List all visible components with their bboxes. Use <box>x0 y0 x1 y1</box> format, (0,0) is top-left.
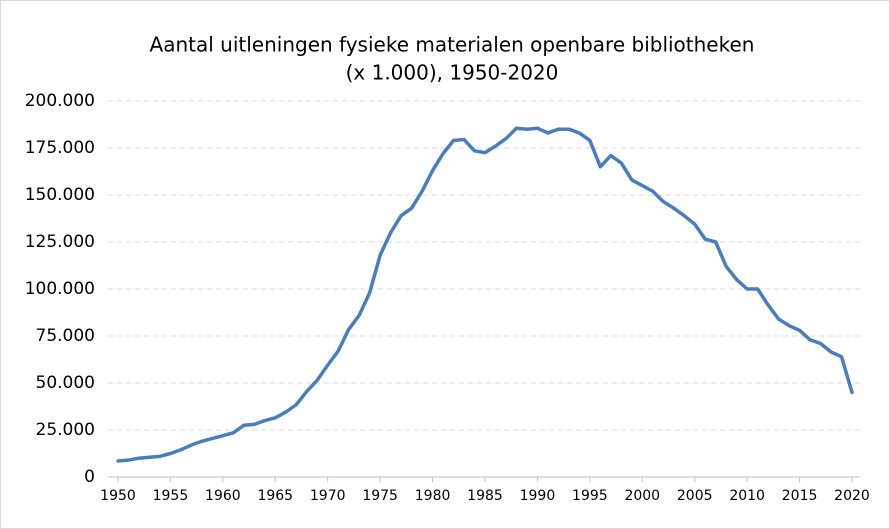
x-tick-label: 1995 <box>572 488 608 504</box>
y-tick-label: 200.000 <box>25 91 95 111</box>
x-tick-label: 2020 <box>834 488 870 504</box>
y-tick-label: 75.000 <box>36 326 95 346</box>
y-tick-label: 25.000 <box>36 420 95 440</box>
x-tick-label: 1990 <box>520 488 556 504</box>
x-tick-label: 2000 <box>624 488 660 504</box>
y-tick-label: 50.000 <box>36 373 95 393</box>
x-tick-label: 2010 <box>729 488 765 504</box>
y-tick-label: 0 <box>84 467 95 487</box>
y-tick-label: 150.000 <box>25 185 95 205</box>
x-tick-label: 1970 <box>310 488 346 504</box>
y-tick-label: 100.000 <box>25 279 95 299</box>
chart-title: Aantal uitleningen fysieke materialen op… <box>150 33 755 57</box>
x-tick-label: 1965 <box>257 488 293 504</box>
y-tick-label: 175.000 <box>25 138 95 158</box>
x-tick-label: 1975 <box>362 488 398 504</box>
x-tick-label: 2015 <box>782 488 818 504</box>
x-tick-label: 1950 <box>100 488 136 504</box>
x-tick-label: 2005 <box>677 488 713 504</box>
y-tick-label: 125.000 <box>25 232 95 252</box>
chart-title: (x 1.000), 1950-2020 <box>346 61 559 85</box>
data-line <box>116 126 854 463</box>
x-tick-label: 1985 <box>467 488 503 504</box>
x-tick-label: 1960 <box>205 488 241 504</box>
x-tick-label: 1980 <box>415 488 451 504</box>
x-tick-label: 1955 <box>153 488 189 504</box>
